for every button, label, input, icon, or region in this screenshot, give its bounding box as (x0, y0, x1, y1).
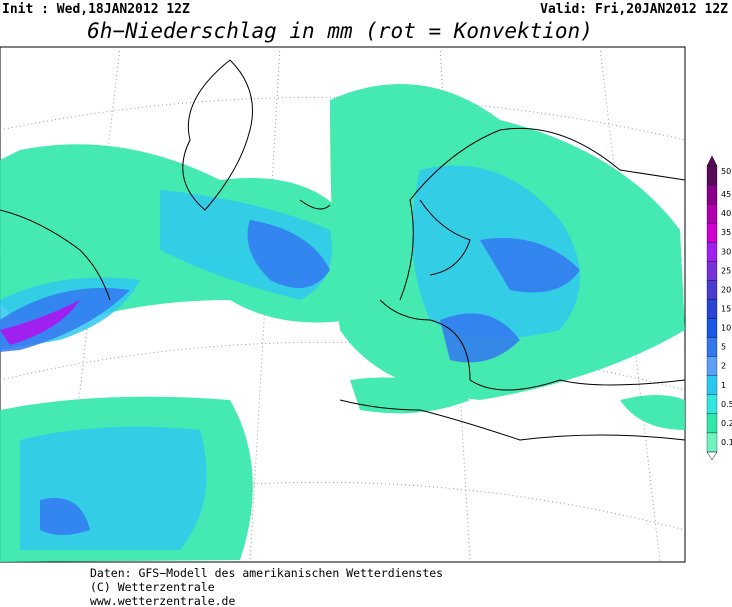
footer-source: Daten: GFS−Modell des amerikanischen Wet… (90, 566, 443, 580)
colorbar-label: 50 (721, 167, 731, 176)
colorbar-segment (706, 223, 718, 243)
colorbar-label: 15 (721, 305, 731, 314)
valid-time: Valid: Fri,20JAN2012 12Z (540, 2, 728, 17)
colorbar-segment (706, 299, 718, 319)
colorbar-label: 0.2 (721, 419, 732, 428)
colorbar-segment (706, 394, 718, 415)
colorbar-label: 5 (721, 343, 726, 352)
footer-url: www.wetterzentrale.de (90, 594, 235, 607)
colorbar: 50 45 40 35 30 25 20 15 10 5 2 1 0.5 0.2 0.1 (706, 155, 732, 461)
colorbar-segment (706, 432, 718, 453)
colorbar-segment (706, 261, 718, 281)
colorbar-label: 1 (721, 381, 726, 390)
colorbar-segment (706, 184, 718, 205)
colorbar-label: 10 (721, 324, 731, 333)
colorbar-segment (706, 375, 718, 395)
colorbar-label: 2 (721, 362, 726, 371)
colorbar-label: 40 (721, 209, 731, 218)
colorbar-segment (706, 165, 718, 186)
colorbar-tip (706, 451, 718, 461)
colorbar-segment (706, 337, 718, 357)
colorbar-segment (706, 203, 718, 224)
colorbar-label: 30 (721, 247, 731, 256)
colorbar-segment (706, 242, 718, 262)
colorbar-label: 20 (721, 285, 731, 294)
map-title: 6h−Niederschlag in mm (rot = Konvektion) (87, 19, 593, 43)
map (0, 46, 686, 563)
colorbar-segment (706, 356, 718, 376)
colorbar-label: 0.1 (721, 438, 732, 447)
footer-copyright: (C) Wetterzentrale (90, 580, 215, 594)
colorbar-label: 0.5 (721, 400, 732, 409)
footer: Daten: GFS−Modell des amerikanischen Wet… (90, 566, 443, 607)
colorbar-label: 35 (721, 228, 731, 237)
colorbar-label: 25 (721, 266, 731, 275)
colorbar-label: 45 (721, 190, 731, 199)
colorbar-segment (706, 413, 718, 434)
colorbar-segment (706, 318, 718, 338)
init-time: Init : Wed,18JAN2012 12Z (2, 2, 190, 17)
colorbar-segment (706, 280, 718, 300)
